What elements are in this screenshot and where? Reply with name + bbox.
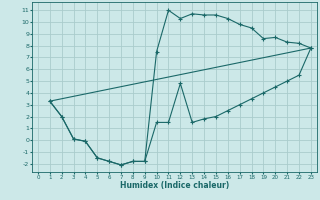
- X-axis label: Humidex (Indice chaleur): Humidex (Indice chaleur): [120, 181, 229, 190]
